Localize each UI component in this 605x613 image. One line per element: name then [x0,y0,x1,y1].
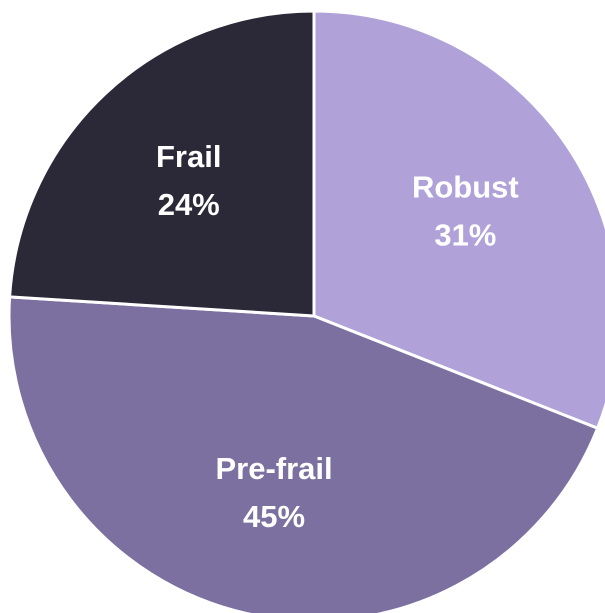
slice-label: Robust [412,169,519,204]
pie-slice [8,9,316,318]
slice-value-label: 31% [434,217,496,252]
slice-label: Pre-frail [215,451,332,486]
pie-slice [312,9,605,431]
slice-label: Frail [156,139,221,174]
slice-value-label: 45% [243,499,305,534]
pie-slice [7,295,600,613]
slice-value-label: 24% [158,187,220,222]
